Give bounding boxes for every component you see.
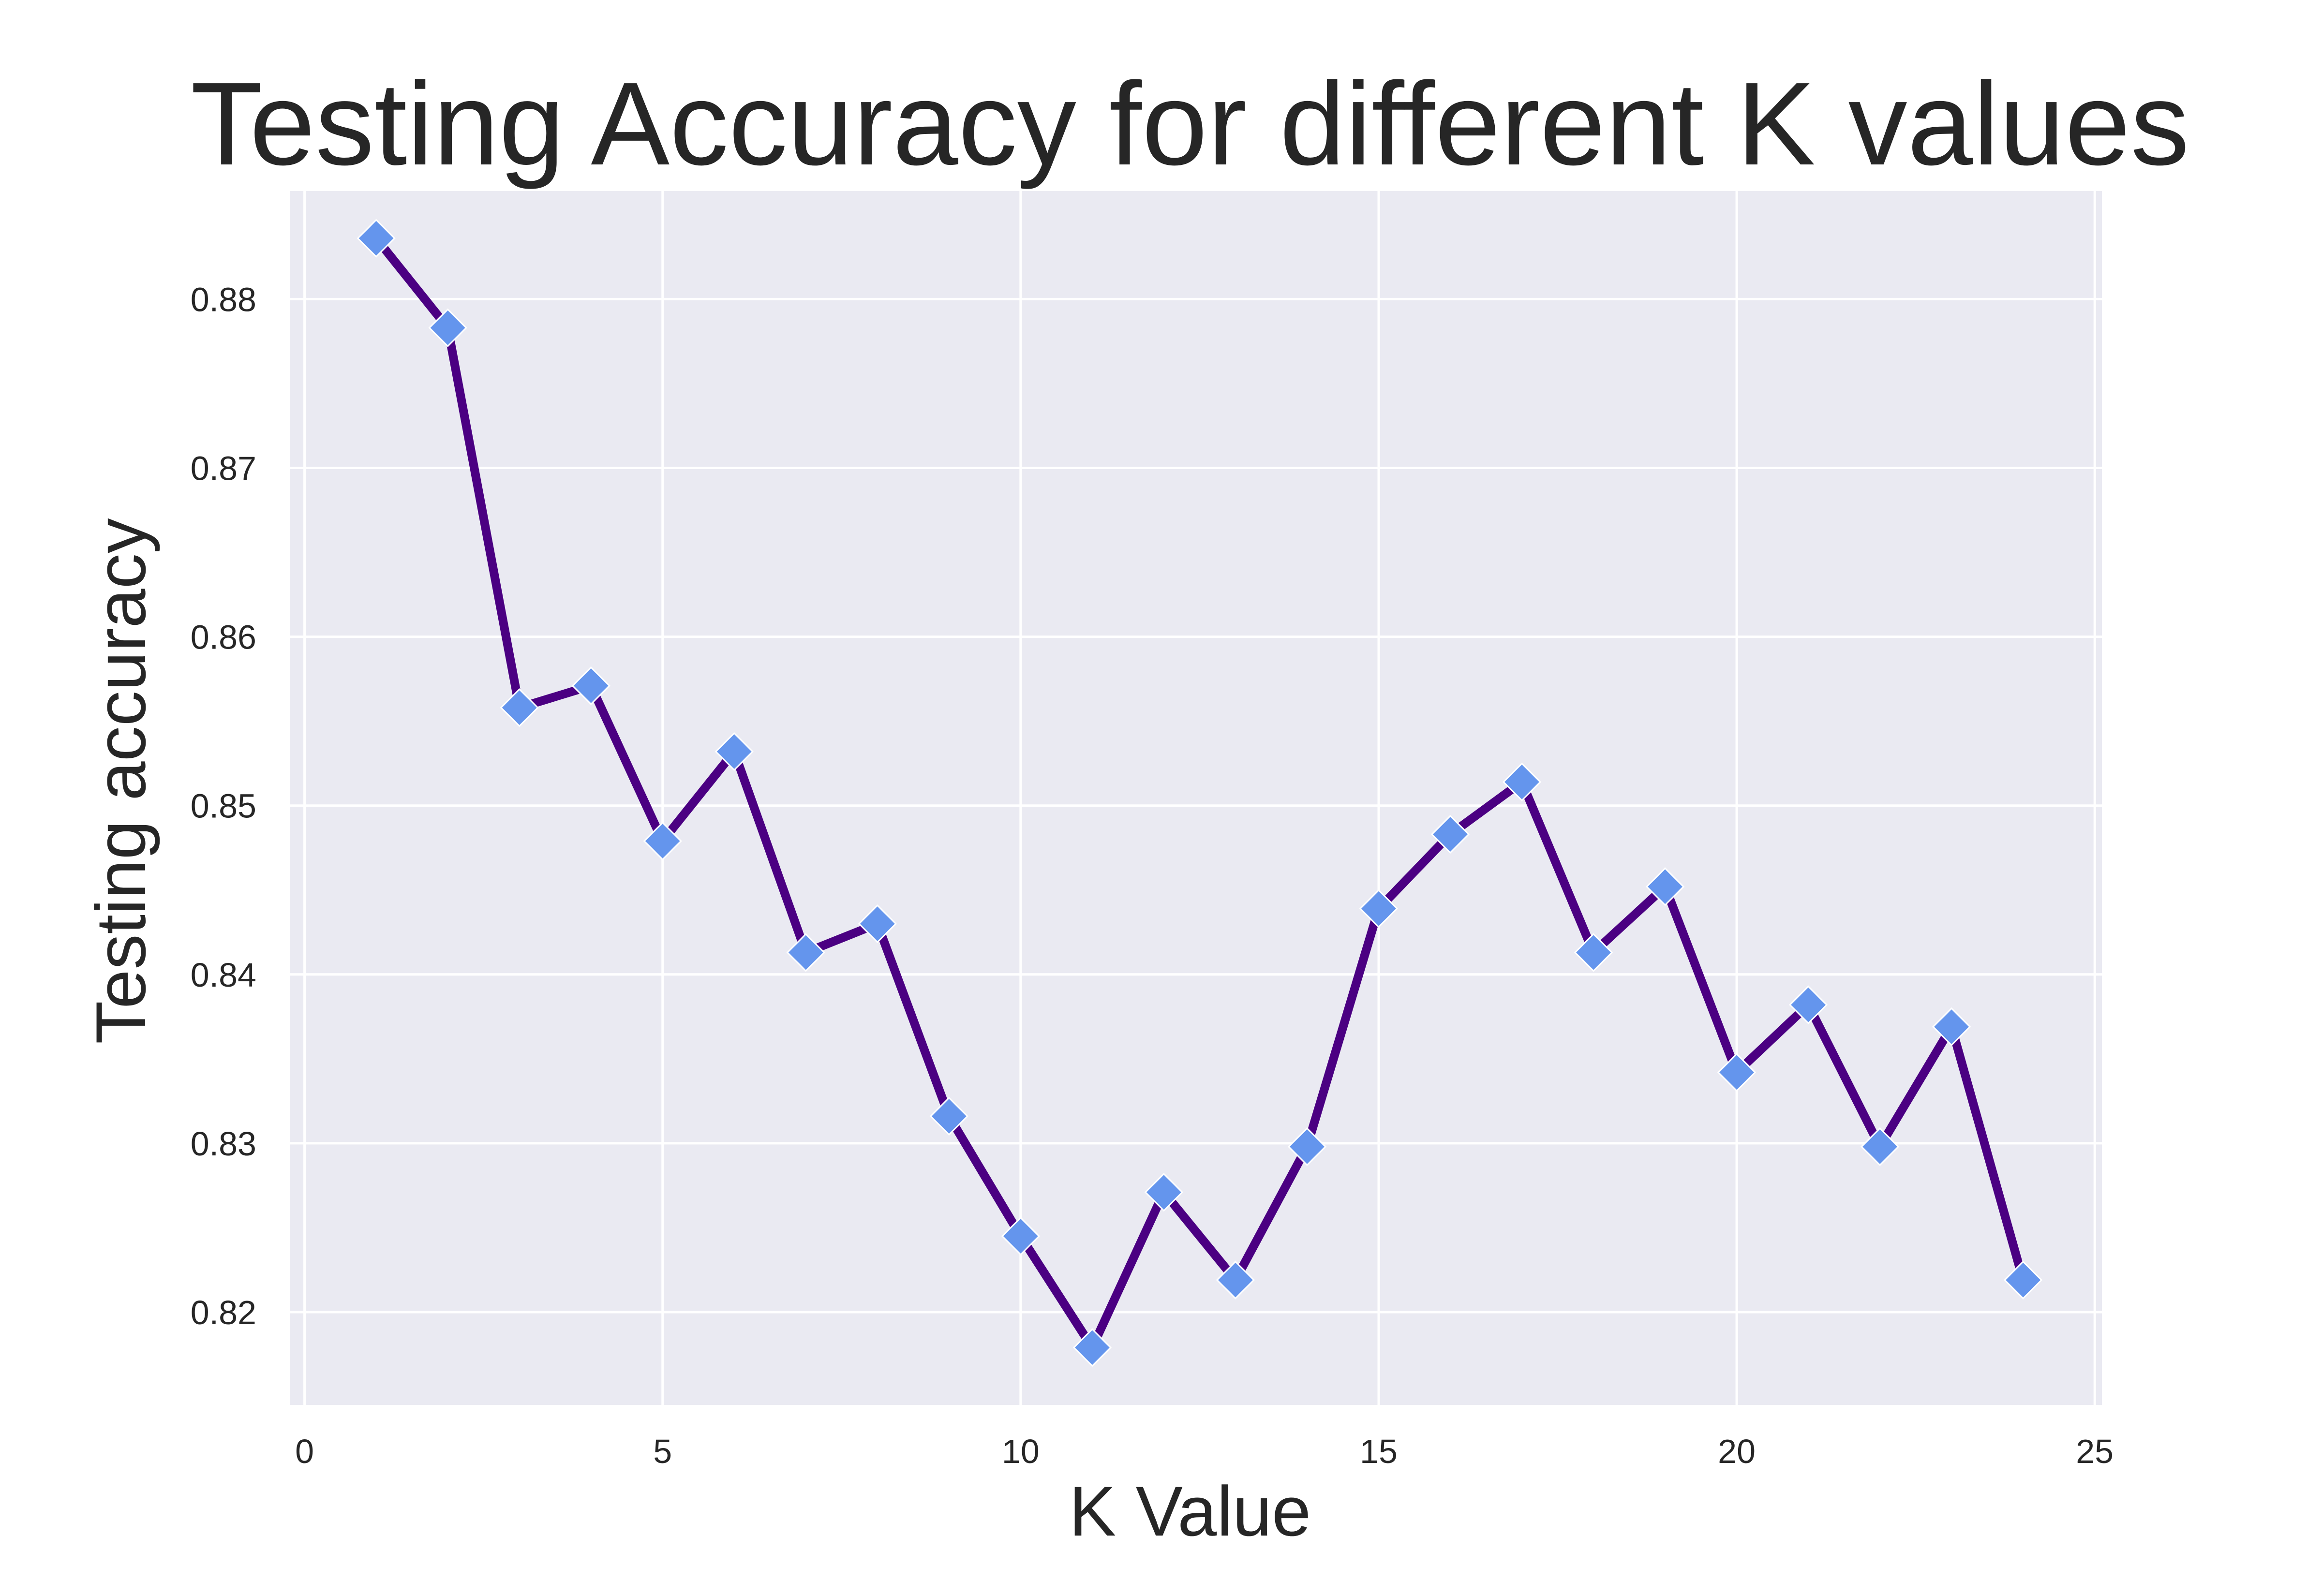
data-point-marker bbox=[1932, 1007, 1971, 1047]
data-point-marker bbox=[1574, 933, 1613, 972]
data-point-marker bbox=[500, 688, 539, 727]
x-tick-label: 25 bbox=[2076, 1433, 2114, 1470]
x-tick-label: 15 bbox=[1360, 1433, 1398, 1470]
data-point-marker bbox=[1144, 1173, 1184, 1212]
data-point-marker bbox=[1717, 1053, 1756, 1092]
data-point-marker bbox=[1001, 1216, 1040, 1256]
y-tick-label: 0.82 bbox=[191, 1294, 256, 1331]
series-line-group bbox=[372, 234, 2028, 1352]
data-point-marker bbox=[1788, 985, 1828, 1024]
data-point-marker bbox=[571, 666, 610, 705]
data-point-marker bbox=[1359, 889, 1399, 928]
data-point-marker bbox=[714, 732, 754, 771]
x-tick-label: 20 bbox=[1718, 1433, 1756, 1470]
y-tick-label: 0.83 bbox=[191, 1125, 256, 1163]
y-axis-ticks: 0.82 0.83 0.84 0.85 0.86 0.87 0.88 bbox=[191, 281, 256, 1331]
chart-title: Testing Accuracy for different K values bbox=[191, 58, 2189, 190]
data-point-marker bbox=[1430, 814, 1470, 854]
x-tick-label: 5 bbox=[653, 1433, 672, 1470]
data-point-marker bbox=[929, 1096, 968, 1136]
y-tick-label: 0.84 bbox=[191, 956, 256, 994]
x-axis-label: K Value bbox=[1069, 1472, 1311, 1551]
y-tick-label: 0.86 bbox=[191, 619, 256, 656]
data-point-marker bbox=[1502, 762, 1542, 801]
data-point-marker bbox=[357, 219, 396, 258]
y-tick-label: 0.88 bbox=[191, 281, 256, 318]
data-point-marker bbox=[1861, 1127, 1900, 1167]
gridlines bbox=[290, 191, 2102, 1405]
data-markers bbox=[357, 219, 2043, 1367]
plot-area bbox=[290, 191, 2102, 1405]
data-point-marker bbox=[786, 933, 825, 972]
data-point-marker bbox=[643, 821, 682, 861]
data-point-marker bbox=[858, 904, 897, 944]
data-point-marker bbox=[1072, 1328, 1112, 1367]
data-point-marker bbox=[1645, 867, 1685, 906]
y-tick-label: 0.87 bbox=[191, 450, 256, 488]
x-tick-label: 10 bbox=[1002, 1433, 1040, 1470]
data-point-marker bbox=[1287, 1127, 1327, 1167]
y-tick-label: 0.85 bbox=[191, 787, 256, 825]
data-point-marker bbox=[428, 308, 467, 347]
y-axis-label: Testing accuracy bbox=[81, 518, 160, 1044]
data-point-marker bbox=[2004, 1260, 2043, 1300]
x-tick-label: 0 bbox=[295, 1433, 314, 1470]
x-axis-ticks: 0 5 10 15 20 25 bbox=[295, 1433, 2114, 1470]
series-line bbox=[372, 234, 2028, 1352]
data-point-marker bbox=[1216, 1260, 1255, 1300]
